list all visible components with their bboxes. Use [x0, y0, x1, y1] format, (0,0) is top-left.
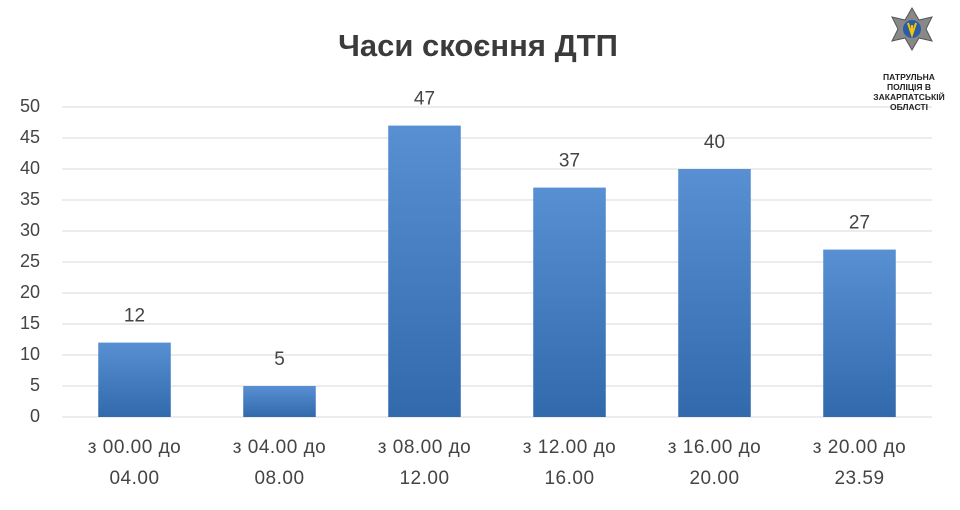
y-tick-label: 20 [20, 282, 40, 302]
value-label: 12 [124, 306, 145, 327]
y-tick-label: 45 [20, 127, 40, 147]
chart-title: Часи скоєння ДТП [338, 28, 618, 63]
x-tick-label: з 20.00 до 23.59 [812, 437, 907, 489]
bar-shade [388, 125, 461, 417]
value-label: 47 [414, 89, 435, 110]
x-tick-label: з 12.00 до 16.00 [522, 437, 617, 489]
bar-shade [243, 386, 316, 417]
logo-star [891, 7, 933, 51]
logo-text: ПАТРУЛЬНА ПОЛІЦІЯ В ЗАКАРПАТСЬКІЙ ОБЛАСТ… [873, 72, 945, 112]
y-tick-label: 50 [20, 96, 40, 116]
y-tick-label: 25 [20, 251, 40, 271]
y-tick-label: 15 [20, 313, 40, 333]
value-label: 40 [704, 132, 725, 153]
x-tick-label: з 08.00 до 12.00 [377, 437, 472, 489]
bar-shade [98, 342, 171, 417]
x-tick-label: з 04.00 до 08.00 [232, 437, 327, 489]
value-label: 5 [274, 349, 285, 370]
y-tick-label: 5 [30, 375, 40, 395]
y-tick-label: 40 [20, 158, 40, 178]
bar-shade [533, 187, 606, 417]
x-tick-label: з 16.00 до 20.00 [667, 437, 762, 489]
x-tick-label: з 00.00 до 04.00 [87, 437, 182, 489]
y-tick-label: 35 [20, 189, 40, 209]
value-label: 27 [849, 213, 870, 234]
y-tick-label: 10 [20, 344, 40, 364]
bar-shade [823, 249, 896, 417]
y-tick-label: 30 [20, 220, 40, 240]
value-label: 37 [559, 151, 580, 172]
y-tick-label: 0 [30, 406, 40, 426]
bar-shade [678, 169, 751, 417]
